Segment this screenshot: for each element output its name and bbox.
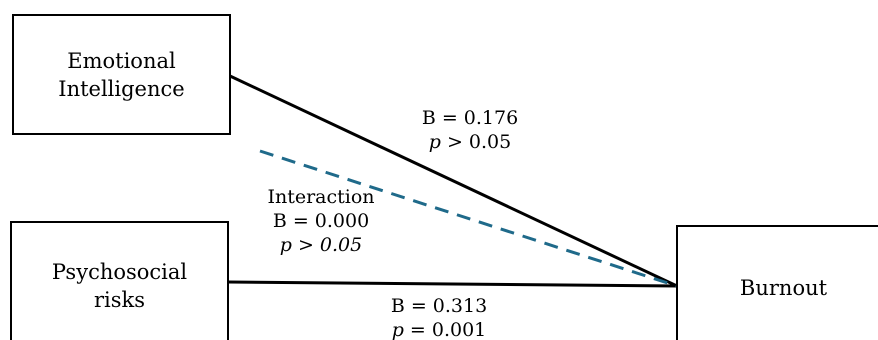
edge-interaction-dashed [259, 149, 678, 288]
node-psychosocial-risks-line2: risks [93, 288, 146, 312]
node-burnout: Burnout [676, 225, 878, 340]
node-emotional-intelligence: Emotional Intelligence [12, 14, 231, 135]
node-psychosocial-risks: Psychosocial risks [10, 221, 229, 340]
coef-p-emotional-intelligence: p > 0.05 [428, 131, 512, 153]
coef-b-emotional-intelligence: B = 0.176 [421, 107, 519, 129]
interaction-title: Interaction [267, 186, 375, 208]
edge-label-psychosocial-risks: B = 0.313 p = 0.001 [374, 294, 504, 340]
coef-p-psychosocial-risks: p = 0.001 [391, 319, 487, 340]
coef-p-interaction: p > 0.05 [279, 234, 363, 256]
coef-b-interaction: B = 0.000 [272, 210, 370, 232]
edge-label-emotional-intelligence: B = 0.176 p > 0.05 [405, 106, 535, 154]
coef-b-psychosocial-risks: B = 0.313 [390, 295, 488, 317]
edge-psychosocial-risks-to-burnout [227, 280, 678, 288]
node-psychosocial-risks-line1: Psychosocial [51, 260, 188, 284]
edge-label-interaction: Interaction B = 0.000 p > 0.05 [256, 185, 386, 257]
node-emotional-intelligence-line1: Emotional [67, 48, 176, 73]
edge-emotional-intelligence-to-burnout [229, 74, 678, 288]
node-burnout-label: Burnout [739, 276, 828, 300]
node-emotional-intelligence-line2: Intelligence [58, 76, 185, 101]
